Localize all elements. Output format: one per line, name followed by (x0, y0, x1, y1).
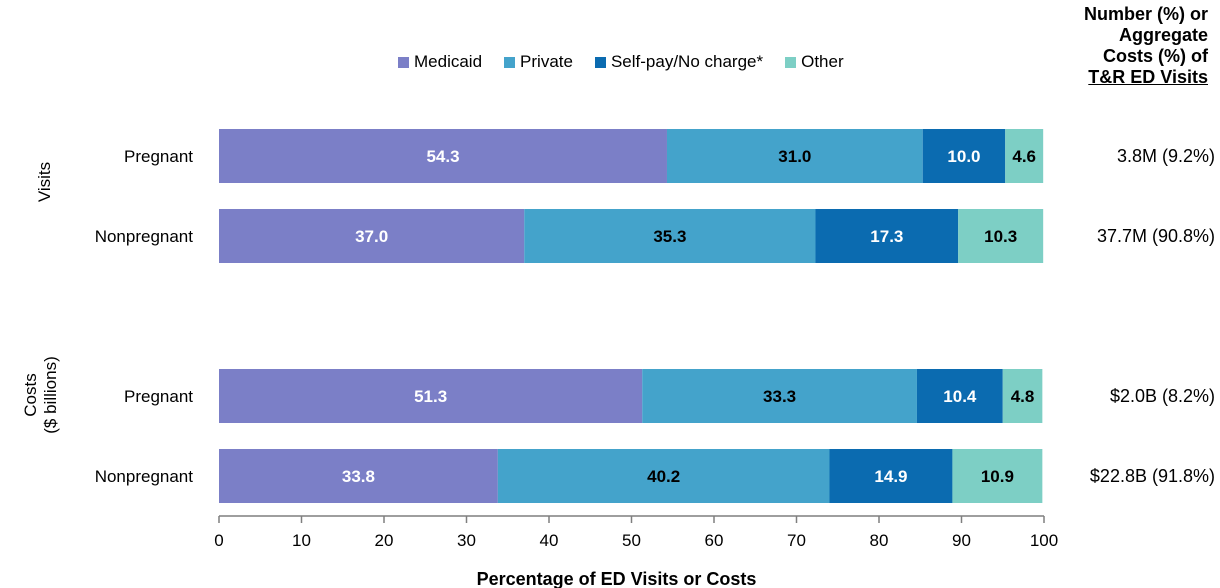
bar-segment-private (497, 449, 830, 503)
x-tick-label: 40 (540, 531, 559, 550)
row-total-label: $2.0B (8.2%) (1110, 386, 1215, 406)
legend-swatch-self-pay (594, 56, 606, 68)
data-label-medicaid: 37.0 (355, 227, 388, 246)
data-label-other: 4.8 (1011, 387, 1035, 406)
legend-label-private: Private (520, 52, 573, 71)
bar-segment-self-pay (829, 449, 953, 503)
x-tick-label: 70 (787, 531, 806, 550)
data-label-other: 10.3 (984, 227, 1017, 246)
bar-segment-other (1002, 369, 1043, 423)
bar-segment-self-pay (922, 129, 1006, 183)
x-tick-label: 10 (292, 531, 311, 550)
data-label-private: 40.2 (647, 467, 680, 486)
bar-segment-other (1005, 129, 1044, 183)
data-label-private: 31.0 (778, 147, 811, 166)
bar-segment-self-pay (815, 209, 959, 263)
bar-segment-medicaid (219, 449, 498, 503)
data-label-self-pay: 10.4 (943, 387, 977, 406)
group-label-line: Costs (21, 373, 40, 416)
legend-item-self-pay: Self-pay/No charge* (594, 52, 764, 72)
data-label-self-pay: 14.9 (874, 467, 907, 486)
category-label: Nonpregnant (95, 467, 194, 486)
totals-header-line-1: Number (%) or (1083, 4, 1208, 24)
legend-item-private: Private (504, 52, 573, 72)
data-label-self-pay: 10.0 (947, 147, 980, 166)
data-label-medicaid: 51.3 (414, 387, 447, 406)
bar-segment-other (958, 209, 1044, 263)
row-total-label: 3.8M (9.2%) (1117, 146, 1215, 166)
bar-segment-private (524, 209, 816, 263)
bar-segment-medicaid (219, 369, 643, 423)
data-label-private: 33.3 (763, 387, 796, 406)
row-total-label: 37.7M (90.8%) (1097, 226, 1215, 246)
x-tick-label: 50 (622, 531, 641, 550)
legend-item-medicaid: Medicaid (398, 52, 482, 72)
x-tick-label: 30 (457, 531, 476, 550)
bar-segment-private (666, 129, 923, 183)
legend-item-other: Other (785, 52, 844, 72)
x-axis-title: Percentage of ED Visits or Costs (477, 569, 757, 588)
category-label: Pregnant (124, 147, 193, 166)
x-tick-label: 60 (705, 531, 724, 550)
x-tick-label: 20 (375, 531, 394, 550)
data-label-private: 35.3 (653, 227, 686, 246)
x-tick-label: 90 (952, 531, 971, 550)
legend: Medicaid Private Self-pay/No charge* Oth… (398, 52, 844, 72)
category-label: Nonpregnant (95, 227, 194, 246)
data-label-other: 10.9 (981, 467, 1014, 486)
bar-segment-private (642, 369, 917, 423)
data-label-other: 4.6 (1012, 147, 1036, 166)
legend-label-medicaid: Medicaid (414, 52, 483, 71)
legend-label-other: Other (801, 52, 844, 71)
group-label-line: Visits (35, 162, 54, 202)
legend-swatch-private (504, 56, 516, 68)
x-tick-label: 80 (870, 531, 889, 550)
x-tick-label: 100 (1030, 531, 1058, 550)
category-label: Pregnant (124, 387, 193, 406)
totals-header-line-3: Costs (%) of (1103, 46, 1208, 66)
group-label-line: ($ billions) (41, 356, 60, 433)
totals-column-header: Number (%) or Aggregate Costs (%) of T&R… (1008, 4, 1208, 88)
group-label: Costs($ billions) (21, 356, 60, 433)
data-label-medicaid: 33.8 (342, 467, 375, 486)
row-total-label: $22.8B (91.8%) (1090, 466, 1215, 486)
x-tick-label: 0 (214, 531, 223, 550)
legend-swatch-other (785, 56, 797, 68)
data-label-self-pay: 17.3 (870, 227, 903, 246)
bar-segment-self-pay (916, 369, 1003, 423)
group-label: Visits (35, 162, 54, 202)
data-label-medicaid: 54.3 (426, 147, 459, 166)
totals-header-line-2: Aggregate (1118, 25, 1208, 45)
bar-segment-medicaid (219, 209, 525, 263)
legend-swatch-medicaid (398, 56, 409, 68)
totals-header-line-4: T&R ED Visits (1088, 67, 1208, 87)
legend-label-self-pay: Self-pay/No charge* (610, 52, 764, 71)
bar-segment-other (952, 449, 1043, 503)
bar-segment-medicaid (219, 129, 667, 183)
